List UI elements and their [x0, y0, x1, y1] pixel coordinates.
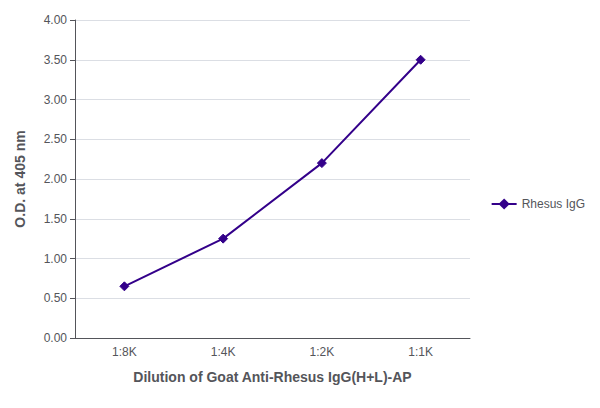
svg-text:1:2K: 1:2K [310, 345, 335, 359]
svg-text:1.50: 1.50 [44, 212, 68, 226]
svg-text:4.00: 4.00 [44, 13, 68, 27]
svg-text:Rhesus IgG: Rhesus IgG [522, 197, 585, 211]
svg-text:2.00: 2.00 [44, 172, 68, 186]
svg-text:O.D. at 405 nm: O.D. at 405 nm [12, 130, 28, 227]
svg-text:1:1K: 1:1K [408, 345, 433, 359]
svg-text:3.00: 3.00 [44, 93, 68, 107]
svg-text:0.50: 0.50 [44, 291, 68, 305]
svg-text:Dilution of Goat Anti-Rhesus I: Dilution of Goat Anti-Rhesus IgG(H+L)-AP [133, 369, 411, 385]
svg-text:1:8K: 1:8K [112, 345, 137, 359]
svg-text:1:4K: 1:4K [211, 345, 236, 359]
svg-text:2.50: 2.50 [44, 132, 68, 146]
svg-text:3.50: 3.50 [44, 53, 68, 67]
svg-text:0.00: 0.00 [44, 331, 68, 345]
svg-text:1.00: 1.00 [44, 252, 68, 266]
